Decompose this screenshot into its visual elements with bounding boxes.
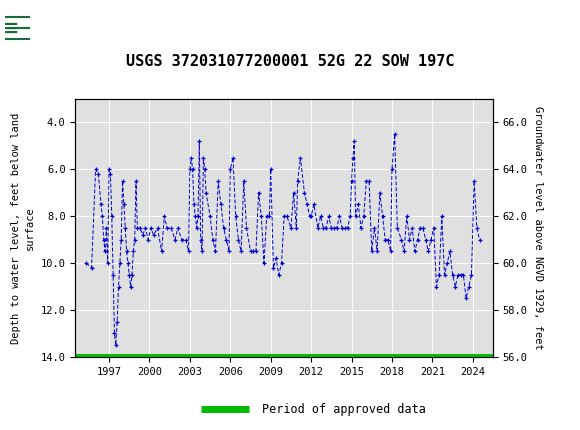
Y-axis label: Depth to water level, feet below land
surface: Depth to water level, feet below land su… [11, 112, 35, 344]
Text: ≡: ≡ [3, 18, 19, 37]
Y-axis label: Groundwater level above NGVD 1929, feet: Groundwater level above NGVD 1929, feet [533, 106, 543, 350]
Text: Period of approved data: Period of approved data [262, 402, 426, 416]
FancyBboxPatch shape [6, 6, 64, 50]
Text: USGS 372031077200001 52G 22 SOW 197C: USGS 372031077200001 52G 22 SOW 197C [126, 54, 454, 69]
Text: USGS: USGS [67, 19, 122, 37]
